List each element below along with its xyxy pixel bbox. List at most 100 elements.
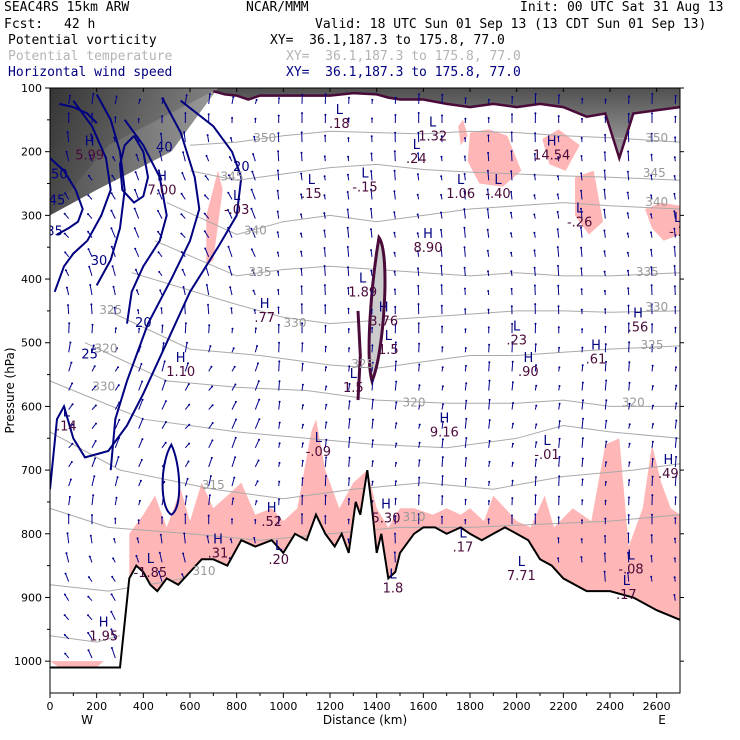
wind-vector: [441, 476, 444, 487]
wind-vector-head: [186, 341, 188, 344]
wind-vector-head: [323, 155, 326, 158]
wind-vector-head: [180, 213, 183, 216]
wind-vector: [324, 475, 327, 487]
wind-vector-head: [111, 174, 114, 177]
wind-vector-head: [211, 439, 214, 442]
wind-vector-head: [511, 497, 514, 500]
wind-vector-head: [325, 421, 328, 424]
wind-vector-head: [488, 460, 491, 463]
wind-vector-head: [71, 382, 74, 385]
wind-vector: [182, 152, 186, 162]
wind-vector: [464, 478, 467, 487]
wind-speed-label: 45: [49, 194, 66, 209]
wind-vector: [134, 248, 140, 258]
wind-vector-head: [325, 438, 328, 441]
wind-vector-head: [324, 93, 327, 96]
theta-label: 320: [403, 395, 426, 409]
wind-vector-head: [87, 614, 89, 617]
extremum-kind: L: [623, 574, 631, 589]
extremum-kind: L: [576, 202, 584, 217]
wind-vector-head: [138, 98, 141, 101]
wind-vector-head: [346, 208, 349, 211]
wind-vector-head: [347, 117, 350, 120]
wind-vector: [278, 401, 281, 410]
wind-vector: [348, 478, 350, 487]
wind-vector-head: [183, 532, 186, 535]
wind-vector-head: [488, 98, 490, 101]
wind-vector-head: [627, 150, 630, 153]
wind-vector-head: [603, 229, 606, 232]
wind-vector-head: [162, 342, 165, 345]
wind-vector: [604, 170, 606, 181]
wind-vector-head: [487, 151, 490, 154]
terrain-line: [50, 469, 680, 669]
wind-vector-head: [464, 498, 467, 501]
wind-vector: [557, 229, 560, 238]
wind-vector-head: [418, 93, 420, 96]
wind-vector-head: [183, 131, 186, 134]
wind-vector-head: [92, 92, 95, 95]
wind-vector-head: [346, 191, 349, 193]
wind-vector-head: [393, 251, 396, 254]
wind-vector-head: [440, 135, 443, 138]
extremum-value: -.15: [352, 181, 377, 196]
wind-vector: [157, 190, 163, 200]
wind-vector-head: [258, 438, 261, 441]
wind-vector-head: [232, 497, 235, 500]
wind-vector: [650, 267, 653, 276]
field-wind-xy: XY= 36.1,187.3 to 175.8, 77.0: [286, 65, 521, 80]
wind-vector: [68, 95, 71, 104]
wind-vector: [138, 438, 143, 448]
wind-vector-head: [464, 519, 467, 521]
wind-vector-head: [231, 327, 234, 330]
wind-vector: [160, 133, 163, 143]
wind-vector-head: [114, 517, 117, 520]
wind-vector-head: [626, 232, 629, 235]
wind-vector-head: [184, 112, 187, 115]
x-tick-label: 800: [226, 700, 247, 713]
wind-vector-head: [488, 398, 491, 401]
wind-vector-head: [604, 133, 607, 136]
wind-vector-head: [581, 328, 584, 331]
wind-vector: [91, 476, 95, 487]
wind-vector: [207, 135, 210, 143]
theta-contour: [154, 240, 680, 277]
wind-vector-head: [510, 150, 513, 153]
wind-vector: [161, 400, 167, 410]
wind-vector-head: [535, 423, 538, 426]
wind-vector-head: [323, 212, 326, 215]
pv-extremum: H9.16: [430, 412, 459, 441]
wind-vector-head: [117, 456, 120, 458]
extremum-kind: L: [389, 568, 397, 583]
wind-vector: [228, 246, 233, 257]
wind-vector-head: [463, 173, 466, 175]
wind-vector-head: [301, 362, 304, 365]
wind-vector-head: [628, 423, 631, 426]
wind-vector: [674, 456, 677, 467]
wind-vector-head: [158, 551, 161, 554]
x-tick-label: 1600: [409, 700, 437, 713]
wind-vector-head: [278, 442, 281, 445]
pv-extremum: H5.99: [75, 135, 104, 164]
wind-vector: [134, 208, 140, 219]
wind-vector-head: [276, 189, 279, 192]
wind-vector: [67, 132, 70, 143]
extremum-value: .49: [658, 467, 679, 482]
wind-vector: [114, 384, 120, 391]
wind-vector-head: [558, 420, 561, 423]
wind-vector-head: [626, 251, 629, 254]
y-axis-title: Pressure (hPa): [3, 347, 17, 433]
pv-extremum: H.56: [628, 307, 649, 336]
wind-vector-head: [441, 456, 444, 459]
wind-vector-head: [393, 190, 396, 193]
wind-speed-contour: [53, 100, 112, 293]
wind-vector: [68, 342, 71, 353]
wind-vector-head: [393, 270, 396, 273]
wind-vector: [90, 304, 93, 315]
wind-vector-head: [440, 228, 442, 231]
extremum-kind: H: [267, 501, 277, 516]
wind-vector-head: [347, 307, 350, 310]
wind-vector: [580, 173, 583, 181]
wind-vector: [464, 267, 466, 276]
wind-vector: [627, 572, 630, 582]
